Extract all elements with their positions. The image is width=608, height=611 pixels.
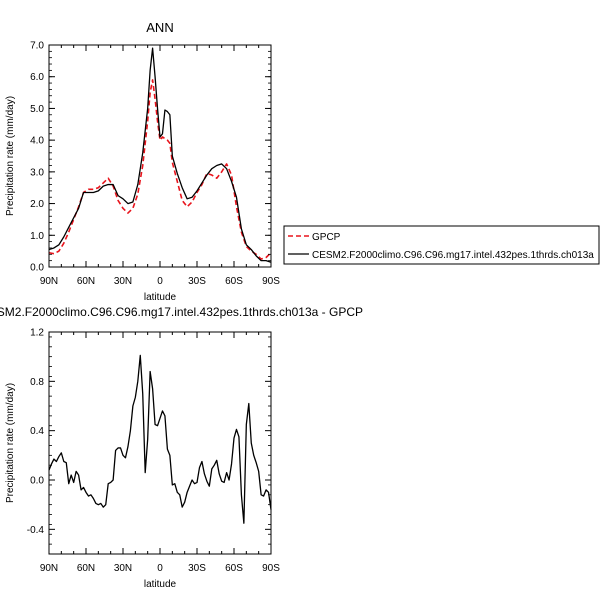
- bottom-chart-title: CESM2.F2000climo.C96.C96.mg17.intel.432p…: [0, 305, 363, 319]
- top-panel: ANN 90N 60N 30N 0 30S 60S 90S 0.0 1.0 2.0 3.0 4.0 5.…: [5, 20, 280, 303]
- top-xtick-label: 90S: [262, 276, 280, 287]
- legend-label-cesm2: CESM2.F2000climo.C96.C96.mg17.intel.432p…: [312, 250, 594, 261]
- legend: GPCP CESM2.F2000climo.C96.C96.mg17.intel…: [283, 225, 600, 265]
- top-xtick-label: 0: [157, 276, 163, 287]
- top-xtick-label: 60N: [77, 276, 95, 287]
- top-ytick-label: 6.0: [30, 72, 44, 83]
- bottom-xtick-label: 60N: [77, 563, 95, 574]
- bottom-series-difference: [48, 354, 272, 524]
- top-ytick-label: 2.0: [30, 199, 44, 210]
- top-plot-frame: [48, 44, 272, 268]
- top-x-axis-label: latitude: [144, 292, 177, 303]
- bottom-xtick-label: 30S: [188, 563, 206, 574]
- top-xtick-label: 30N: [114, 276, 132, 287]
- top-ytick-label: 4.0: [30, 136, 44, 147]
- top-ytick-label: 5.0: [30, 104, 44, 115]
- legend-box: [283, 225, 600, 265]
- bottom-panel: CESM2.F2000climo.C96.C96.mg17.intel.432p…: [0, 305, 363, 590]
- top-xtick-label: 60S: [225, 276, 243, 287]
- bottom-y-axis-label: Precipitation rate (mm/day): [5, 383, 16, 503]
- bottom-ytick-label: -0.4: [27, 525, 45, 536]
- bottom-ytick-label: 0.4: [30, 426, 44, 437]
- bottom-xtick-label: 30N: [114, 563, 132, 574]
- top-ytick-label: 3.0: [30, 167, 44, 178]
- top-ytick-label: 7.0: [30, 41, 44, 52]
- top-xtick-label: 90N: [40, 276, 58, 287]
- bottom-x-axis-label: latitude: [144, 579, 177, 590]
- bottom-xtick-label: 90N: [40, 563, 58, 574]
- top-xtick-label: 30S: [188, 276, 206, 287]
- bottom-ytick-label: 1.2: [30, 328, 44, 339]
- bottom-xtick-label: 90S: [262, 563, 280, 574]
- top-series-cesm2: [48, 47, 272, 263]
- bottom-xtick-label: 60S: [225, 563, 243, 574]
- top-chart-title: ANN: [146, 20, 173, 35]
- bottom-xtick-label: 0: [157, 563, 163, 574]
- bottom-plot-frame: [48, 331, 272, 555]
- top-ytick-label: 0.0: [30, 263, 44, 274]
- top-y-axis-label: Precipitation rate (mm/day): [5, 96, 16, 216]
- top-series-gpcp: [48, 79, 272, 260]
- legend-label-gpcp: GPCP: [312, 232, 341, 243]
- bottom-ytick-label: 0.0: [30, 476, 44, 487]
- bottom-ytick-label: 0.8: [30, 377, 44, 388]
- top-ytick-label: 1.0: [30, 231, 44, 242]
